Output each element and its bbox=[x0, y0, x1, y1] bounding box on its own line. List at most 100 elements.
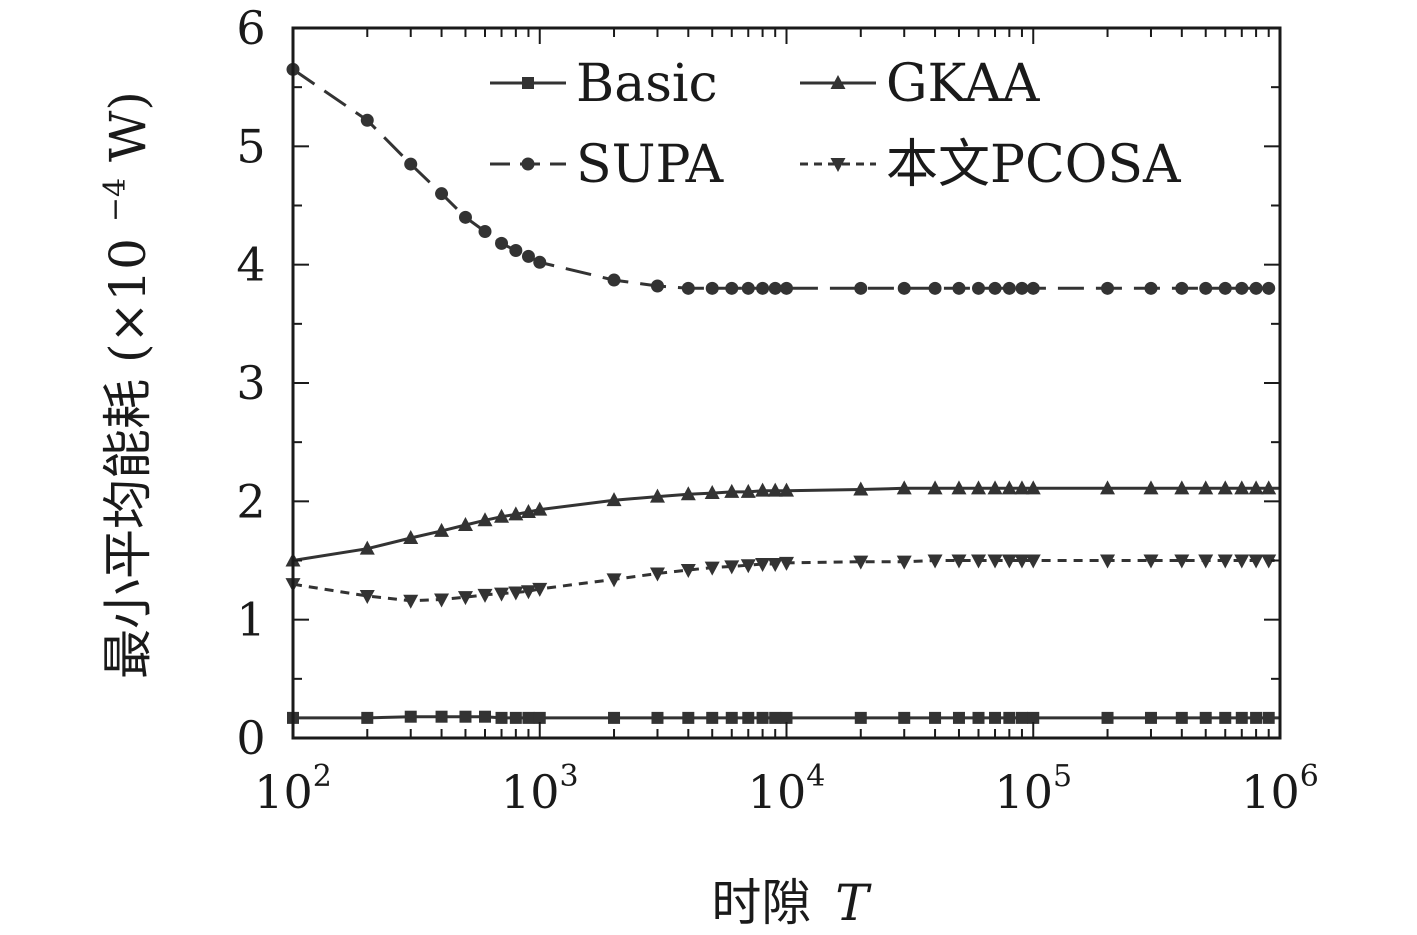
data-point bbox=[780, 711, 793, 724]
data-point bbox=[1199, 711, 1212, 724]
x-tick-label: 102 bbox=[254, 759, 332, 819]
data-point bbox=[740, 483, 756, 498]
y-tick-label: 6 bbox=[236, 1, 265, 55]
x-tick-label: 106 bbox=[1241, 759, 1319, 819]
legend-label: SUPA bbox=[576, 135, 725, 195]
data-point bbox=[649, 488, 665, 503]
data-point bbox=[1262, 711, 1275, 724]
x-tick-label: 103 bbox=[501, 759, 579, 819]
data-point bbox=[509, 711, 522, 724]
data-point bbox=[457, 591, 473, 606]
data-point bbox=[459, 710, 472, 723]
data-point bbox=[1025, 480, 1041, 495]
data-point bbox=[520, 585, 536, 600]
data-point bbox=[607, 273, 621, 287]
data-point bbox=[1100, 480, 1116, 495]
data-point bbox=[1026, 281, 1040, 295]
data-point bbox=[704, 485, 720, 500]
data-point bbox=[779, 556, 794, 571]
series-3 bbox=[285, 554, 1280, 609]
data-point bbox=[649, 567, 665, 582]
data-point bbox=[972, 281, 986, 295]
data-point bbox=[1250, 711, 1263, 724]
data-point bbox=[756, 281, 770, 295]
data-point bbox=[435, 187, 449, 201]
data-point bbox=[988, 281, 1002, 295]
x-axis-label: 时隙 T bbox=[711, 874, 872, 932]
data-point bbox=[769, 711, 782, 724]
data-point bbox=[971, 554, 987, 569]
data-point bbox=[495, 711, 508, 724]
data-point bbox=[682, 711, 695, 724]
y-tick-label: 0 bbox=[236, 711, 265, 765]
data-point bbox=[650, 279, 664, 293]
data-point bbox=[929, 711, 942, 724]
y-axis-label-unit: W) bbox=[99, 91, 157, 162]
data-point bbox=[533, 711, 546, 724]
data-point bbox=[458, 210, 472, 224]
data-point bbox=[1248, 554, 1264, 569]
data-point bbox=[1219, 711, 1232, 724]
data-point bbox=[606, 573, 622, 588]
data-point bbox=[435, 710, 448, 723]
y-tick-label: 2 bbox=[236, 474, 265, 528]
data-point bbox=[1001, 554, 1017, 569]
data-point bbox=[1101, 281, 1115, 295]
series-2 bbox=[286, 62, 1280, 295]
y-axis-label-text: 最小平均能耗 (×10 bbox=[99, 238, 157, 679]
data-point bbox=[1014, 554, 1030, 569]
data-point bbox=[457, 517, 473, 531]
legend-marker bbox=[521, 157, 535, 171]
data-point bbox=[741, 281, 755, 295]
data-point bbox=[767, 558, 783, 573]
data-point bbox=[725, 711, 738, 724]
legend-label: 本文PCOSA bbox=[886, 135, 1182, 195]
data-point bbox=[987, 480, 1003, 495]
data-point bbox=[1217, 480, 1233, 495]
series-0 bbox=[287, 710, 1280, 724]
x-axis-label-text: 时隙 bbox=[711, 874, 811, 932]
data-point bbox=[494, 508, 510, 523]
data-point bbox=[854, 711, 867, 724]
data-point bbox=[680, 486, 696, 501]
y-tick-label: 1 bbox=[236, 593, 265, 647]
data-point bbox=[987, 554, 1003, 569]
legend-entry-3: 本文PCOSA bbox=[800, 135, 1182, 195]
legend-entry-0: Basic bbox=[490, 54, 718, 114]
data-point bbox=[724, 483, 740, 498]
data-point bbox=[725, 281, 739, 295]
data-point bbox=[768, 281, 782, 295]
data-point bbox=[1003, 711, 1016, 724]
data-point bbox=[680, 563, 696, 578]
legend-marker bbox=[522, 77, 534, 89]
data-point bbox=[533, 255, 547, 269]
series-1 bbox=[285, 480, 1280, 567]
data-point bbox=[404, 157, 418, 171]
data-point bbox=[1143, 554, 1159, 569]
data-point bbox=[520, 503, 536, 518]
data-point bbox=[767, 482, 783, 497]
data-point bbox=[1144, 711, 1157, 724]
data-point bbox=[651, 711, 664, 724]
data-point bbox=[927, 480, 943, 495]
x-tick-label: 104 bbox=[748, 759, 826, 819]
y-tick-label: 4 bbox=[236, 238, 265, 292]
legend: Basic GKAA SUPA 本文PCOSA bbox=[490, 54, 1182, 195]
data-point bbox=[509, 243, 523, 257]
data-point bbox=[1218, 281, 1232, 295]
data-point bbox=[742, 711, 755, 724]
data-point bbox=[705, 281, 719, 295]
data-point bbox=[755, 482, 771, 497]
data-point bbox=[477, 588, 493, 603]
data-point bbox=[853, 555, 869, 570]
data-point bbox=[1261, 480, 1277, 495]
data-point bbox=[1174, 480, 1190, 495]
data-point bbox=[434, 593, 450, 608]
data-point bbox=[1248, 480, 1264, 495]
legend-entry-2: SUPA bbox=[490, 135, 725, 195]
data-point bbox=[1199, 281, 1213, 295]
data-point bbox=[361, 711, 374, 724]
data-point bbox=[522, 711, 535, 724]
y-axis-label: 最小平均能耗 (×10 −4 W) bbox=[79, 91, 157, 679]
